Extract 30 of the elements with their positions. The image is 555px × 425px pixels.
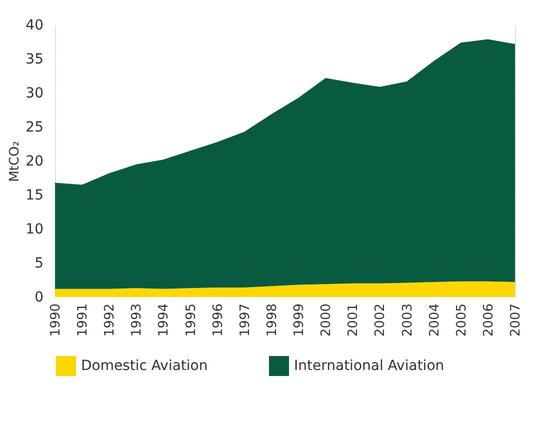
x-tick-label: 2006 <box>481 304 496 337</box>
y-axis-title: MtCO₂ <box>8 141 23 182</box>
y-tick-label: 20 <box>26 154 44 170</box>
y-tick-label: 30 <box>26 86 44 102</box>
x-tick-label: 1992 <box>102 304 118 337</box>
y-tick-label: 15 <box>26 188 44 204</box>
y-tick-label: 0 <box>34 290 44 306</box>
x-tick-label: 2001 <box>346 304 362 337</box>
x-tick-label: 1994 <box>156 304 172 337</box>
x-tick-label: 2002 <box>373 304 388 337</box>
y-tick-label: 5 <box>34 256 44 272</box>
x-tick-label: 1995 <box>184 304 199 337</box>
x-tick-label: 1997 <box>238 304 253 337</box>
x-tick-label: 1991 <box>76 304 91 337</box>
y-tick-label: 10 <box>26 222 44 238</box>
y-tick-label: 25 <box>26 120 44 136</box>
y-tick-label: 40 <box>26 18 44 34</box>
legend-label: Domestic Aviation <box>81 358 208 374</box>
y-tick-label: 35 <box>26 52 44 68</box>
x-tick-label: 2005 <box>454 304 470 337</box>
x-tick-label: 1998 <box>264 304 280 337</box>
x-tick-label: 1990 <box>48 304 64 337</box>
x-tick-label: 2007 <box>508 304 524 337</box>
x-tick-label: 1993 <box>130 304 145 337</box>
x-tick-label: 2000 <box>319 304 334 337</box>
legend-label: International Aviation <box>294 358 444 374</box>
x-tick-label: 1999 <box>292 304 308 337</box>
x-tick-label: 1996 <box>210 304 226 337</box>
x-tick-label: 2003 <box>400 304 416 337</box>
x-tick-label: 2004 <box>427 304 442 337</box>
